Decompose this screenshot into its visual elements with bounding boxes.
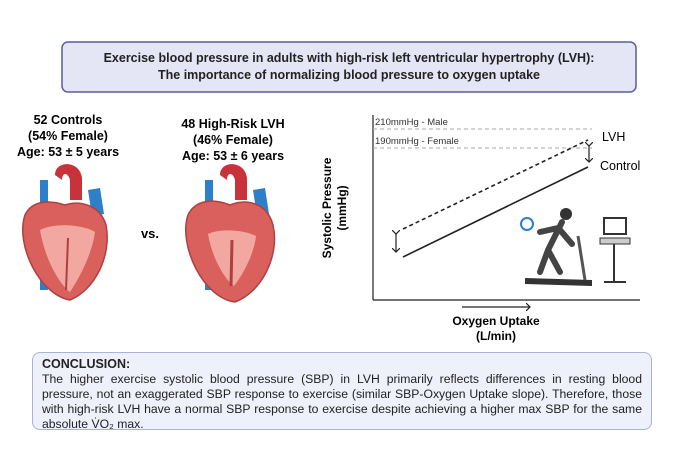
group-line: 52 Controls xyxy=(34,113,103,127)
conclusion-text: The higher exercise systolic blood press… xyxy=(42,372,642,431)
group-line: (46% Female) xyxy=(193,133,273,147)
line-label: Control xyxy=(600,159,640,173)
group-line: (54% Female) xyxy=(28,129,108,143)
versus: vs. xyxy=(141,226,159,241)
group-line: 48 High-Risk LVH xyxy=(181,117,284,131)
threshold-label: 210mmHg - Male xyxy=(375,117,448,128)
heart-control xyxy=(22,164,108,301)
y-label: (mmHg) xyxy=(335,185,349,230)
conclusion-heading: CONCLUSION: xyxy=(42,357,131,371)
y-label: Systolic Pressure xyxy=(320,157,334,258)
line-label: LVH xyxy=(602,130,625,144)
x-label: (L/min) xyxy=(476,329,516,343)
group-line: Age: 53 ± 6 years xyxy=(182,149,284,163)
x-label: Oxygen Uptake xyxy=(452,314,540,328)
group-line: Age: 53 ± 5 years xyxy=(17,145,119,159)
title-box xyxy=(61,41,637,93)
heart-lvh xyxy=(185,164,276,303)
control-line xyxy=(402,166,589,258)
threshold-label: 190mmHg - Female xyxy=(375,136,459,147)
title-line: Exercise blood pressure in adults with h… xyxy=(104,51,595,65)
diagram: 210mmHg - Male 190mmHg - Female LVH Cont… xyxy=(320,115,640,343)
title-line: The importance of normalizing blood pres… xyxy=(158,68,540,82)
treadmill-figure xyxy=(520,208,631,286)
conclusion-box: CONCLUSION: The higher exercise systolic… xyxy=(32,352,652,431)
lvh-line xyxy=(402,139,589,230)
